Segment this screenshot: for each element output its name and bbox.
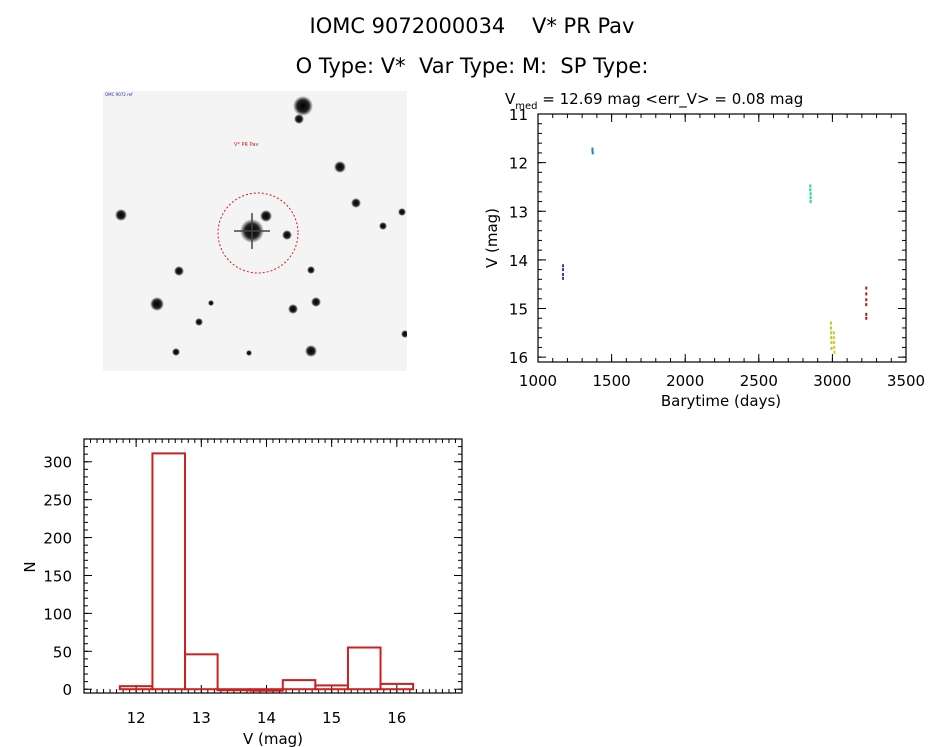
hist-bar	[151, 452, 187, 691]
hist-bar	[249, 688, 284, 692]
lc-point	[809, 196, 812, 200]
lc-x-tick-label: 3000	[813, 372, 851, 390]
hist-bar	[118, 685, 154, 691]
hist-y-tick-label: 150	[43, 567, 72, 585]
hist-bar	[184, 653, 219, 691]
lc-y-tick-label: 13	[509, 203, 528, 221]
hist-ylabel: N	[21, 561, 39, 572]
lc-point	[865, 298, 868, 302]
hist-xlabel: V (mag)	[243, 730, 303, 747]
lc-point	[830, 336, 833, 340]
lc-y-tick-label: 11	[509, 106, 528, 124]
hist-y-tick-label: 250	[43, 492, 72, 510]
lc-point	[829, 321, 832, 325]
lc-x-tick-label: 1500	[593, 372, 631, 390]
hist-y-tick-label: 300	[43, 454, 72, 472]
lc-x-tick-label: 2000	[666, 372, 704, 390]
lc-point	[830, 331, 833, 335]
target-label: V* PR Pav	[234, 142, 258, 148]
lc-point	[562, 272, 565, 276]
hist-y-tick-label: 200	[43, 530, 72, 548]
lc-point	[809, 188, 812, 192]
lc-point	[809, 192, 812, 196]
lc-point	[865, 286, 868, 290]
lc-point	[809, 184, 812, 188]
hist-bar	[379, 682, 415, 691]
hist-x-tick-label: 16	[387, 709, 406, 727]
lc-point	[865, 312, 868, 316]
lc-y-tick-label: 12	[509, 155, 528, 173]
hist-x-tick-label: 12	[127, 709, 146, 727]
hist-y-tick-label: 50	[53, 643, 72, 661]
finder-image: V* PR Pav OMC 9072 ref	[103, 91, 407, 371]
lc-point	[562, 276, 565, 280]
stamp-corner-label: OMC 9072 ref	[105, 92, 133, 97]
lc-point	[833, 350, 836, 354]
lc-point	[562, 268, 565, 272]
target-star	[234, 213, 270, 249]
lc-point	[562, 264, 565, 268]
lc-x-tick-label: 2500	[740, 372, 778, 390]
lc-point	[830, 341, 833, 345]
hist-bar	[314, 684, 349, 691]
chart-title: IOMC 9072000034 V* PR Pav	[309, 14, 635, 38]
hist-bar	[346, 646, 382, 691]
lc-point	[591, 149, 594, 153]
background-stars	[115, 96, 407, 357]
lc-point	[832, 336, 835, 340]
lc-point	[833, 341, 836, 345]
hist-x-tick-label: 14	[257, 709, 276, 727]
target-circle	[217, 192, 299, 274]
lc-point	[591, 151, 594, 155]
lc-x-tick-label: 3500	[887, 372, 925, 390]
hist-x-tick-label: 15	[322, 709, 341, 727]
lc-point	[829, 326, 832, 330]
lc-point	[591, 147, 594, 151]
lc-x-tick-label: 1000	[519, 372, 557, 390]
lc-xlabel: Barytime (days)	[661, 392, 781, 410]
chart-subtitle: O Type: V* Var Type: M: SP Type:	[295, 54, 649, 78]
lc-point	[832, 331, 835, 335]
lc-y-tick-label: 15	[509, 301, 528, 319]
hist-frame	[83, 438, 463, 694]
lc-point	[830, 346, 833, 350]
hist-y-tick-label: 0	[62, 681, 72, 699]
lc-point	[865, 303, 868, 307]
lc-point	[809, 200, 812, 204]
hist-x-tick-label: 13	[192, 709, 211, 727]
lc-point	[865, 292, 868, 296]
hist-bar	[216, 688, 252, 692]
lc-frame	[537, 113, 907, 363]
hist-y-tick-label: 100	[43, 605, 72, 623]
lc-point	[833, 345, 836, 349]
lc-y-tick-label: 14	[509, 252, 528, 270]
hist-bar	[281, 679, 317, 691]
lc-point	[865, 316, 868, 320]
lc-title: Vmed = 12.69 mag <err_V> = 0.08 mag	[505, 90, 803, 112]
lc-ylabel: V (mag)	[483, 208, 501, 268]
lc-y-tick-label: 16	[509, 349, 528, 367]
